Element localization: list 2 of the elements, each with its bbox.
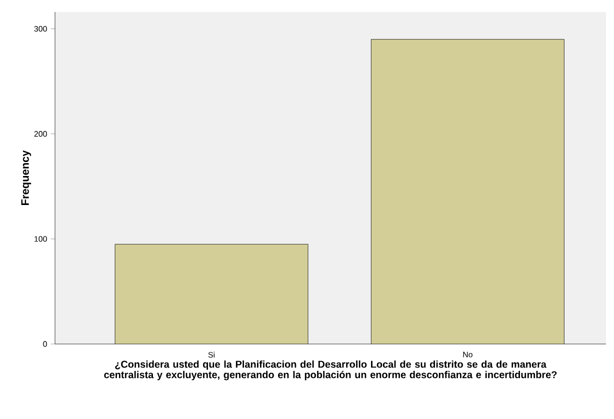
y-axis-title: Frequency <box>21 150 32 205</box>
x-axis-title: ¿Considera usted que la Planificacion del Desarrollo Local de su distrito se da de manera centralista y excluyente, generando en la población un enorme desconfianza e incertidumbre? <box>104 360 557 380</box>
